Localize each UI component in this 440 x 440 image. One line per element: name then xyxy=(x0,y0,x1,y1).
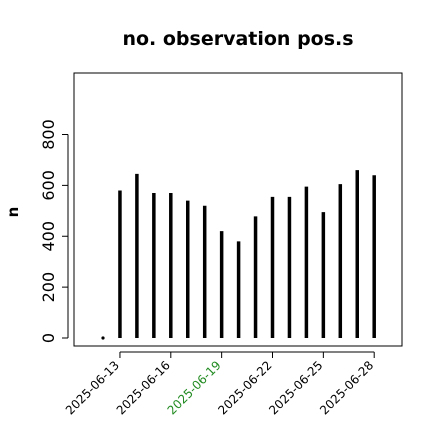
y-tick-label: 0 xyxy=(39,333,58,343)
y-axis: 0 200 400 600 800 xyxy=(39,119,69,343)
y-tick-label: 400 xyxy=(39,221,58,252)
x-tick-label: 2025-06-13 xyxy=(63,358,122,417)
chart-title: no. observation pos.s xyxy=(122,28,353,50)
y-tick-label: 200 xyxy=(39,272,58,303)
plot-frame xyxy=(73,72,403,347)
y-tick-label: 800 xyxy=(39,119,58,150)
y-axis-label: n xyxy=(4,207,22,218)
y-tick-label: 600 xyxy=(39,170,58,201)
x-axis: 2025-06-132025-06-162025-06-192025-06-22… xyxy=(63,351,376,417)
x-tick-label: 2025-06-25 xyxy=(266,358,325,417)
x-tick-label: 2025-06-19 xyxy=(165,358,224,417)
x-tick-label: 2025-06-22 xyxy=(215,358,274,417)
bars xyxy=(101,170,376,340)
x-tick-label: 2025-06-28 xyxy=(317,358,376,417)
bar xyxy=(101,336,105,340)
x-tick-label: 2025-06-16 xyxy=(114,358,173,417)
